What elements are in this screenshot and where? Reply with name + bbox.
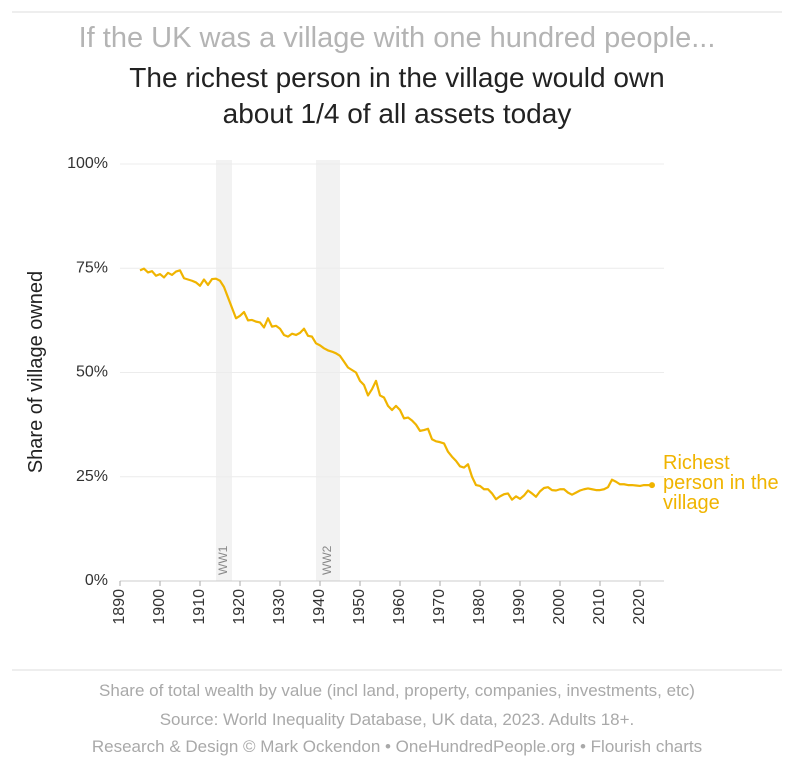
y-tick-label: 0% (85, 572, 108, 589)
x-tick-label: 1960 (391, 589, 408, 625)
x-tick-label: 1930 (271, 589, 288, 625)
footer-line: Share of total wealth by value (incl lan… (99, 681, 695, 700)
series-line (139, 267, 652, 501)
footer-line: Source: World Inequality Database, UK da… (159, 710, 635, 729)
y-tick-label: 75% (76, 259, 108, 276)
x-tick-label: 1970 (431, 589, 448, 625)
band-label: WW1 (216, 545, 230, 575)
x-tick-label: 1950 (351, 589, 368, 625)
x-tick-label: 2000 (551, 589, 568, 625)
x-tick-label: 1900 (151, 589, 168, 625)
series-label: Richest person in the village (663, 452, 779, 514)
x-tick-label: 1920 (231, 589, 248, 625)
y-tick-label: 25% (76, 468, 108, 485)
band (316, 160, 340, 581)
y-tick-label: 50% (76, 364, 108, 381)
chart-title: The richest person in the village would … (129, 62, 665, 129)
x-tick-label: 1890 (111, 589, 128, 625)
end-point (649, 482, 655, 489)
x-tick-label: 1990 (511, 589, 528, 625)
x-tick-label: 1910 (191, 589, 208, 625)
x-tick-label: 1980 (471, 589, 488, 625)
y-axis-label: Share of village owned (25, 271, 47, 473)
x-tick-label: 1940 (311, 589, 328, 625)
supertitle: If the UK was a village with one hundred… (78, 22, 716, 54)
x-tick-label: 2010 (591, 589, 608, 625)
band-label: WW2 (320, 545, 334, 575)
x-tick-label: 2020 (631, 589, 648, 625)
footer-line: Research & Design © Mark Ockendon • OneH… (91, 737, 703, 756)
y-tick-label: 100% (67, 155, 108, 172)
band (216, 160, 232, 581)
